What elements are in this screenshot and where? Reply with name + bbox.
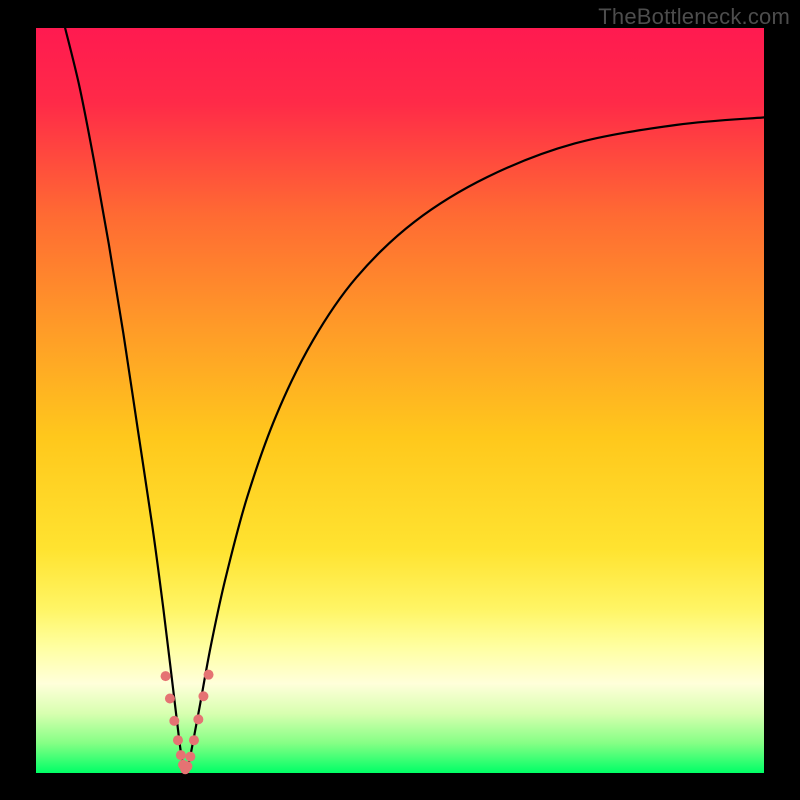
- chart-container: TheBottleneck.com: [0, 0, 800, 800]
- marker-dot: [176, 750, 186, 760]
- marker-dot: [169, 716, 179, 726]
- marker-dot: [193, 714, 203, 724]
- marker-dot: [161, 671, 171, 681]
- watermark-text: TheBottleneck.com: [598, 4, 790, 30]
- marker-dot: [189, 735, 199, 745]
- marker-dot: [185, 752, 195, 762]
- marker-dot: [173, 735, 183, 745]
- marker-dot: [198, 691, 208, 701]
- marker-dot: [182, 761, 192, 771]
- plot-background: [36, 28, 764, 773]
- marker-dot: [165, 694, 175, 704]
- marker-dot: [204, 670, 214, 680]
- bottleneck-chart: [0, 0, 800, 800]
